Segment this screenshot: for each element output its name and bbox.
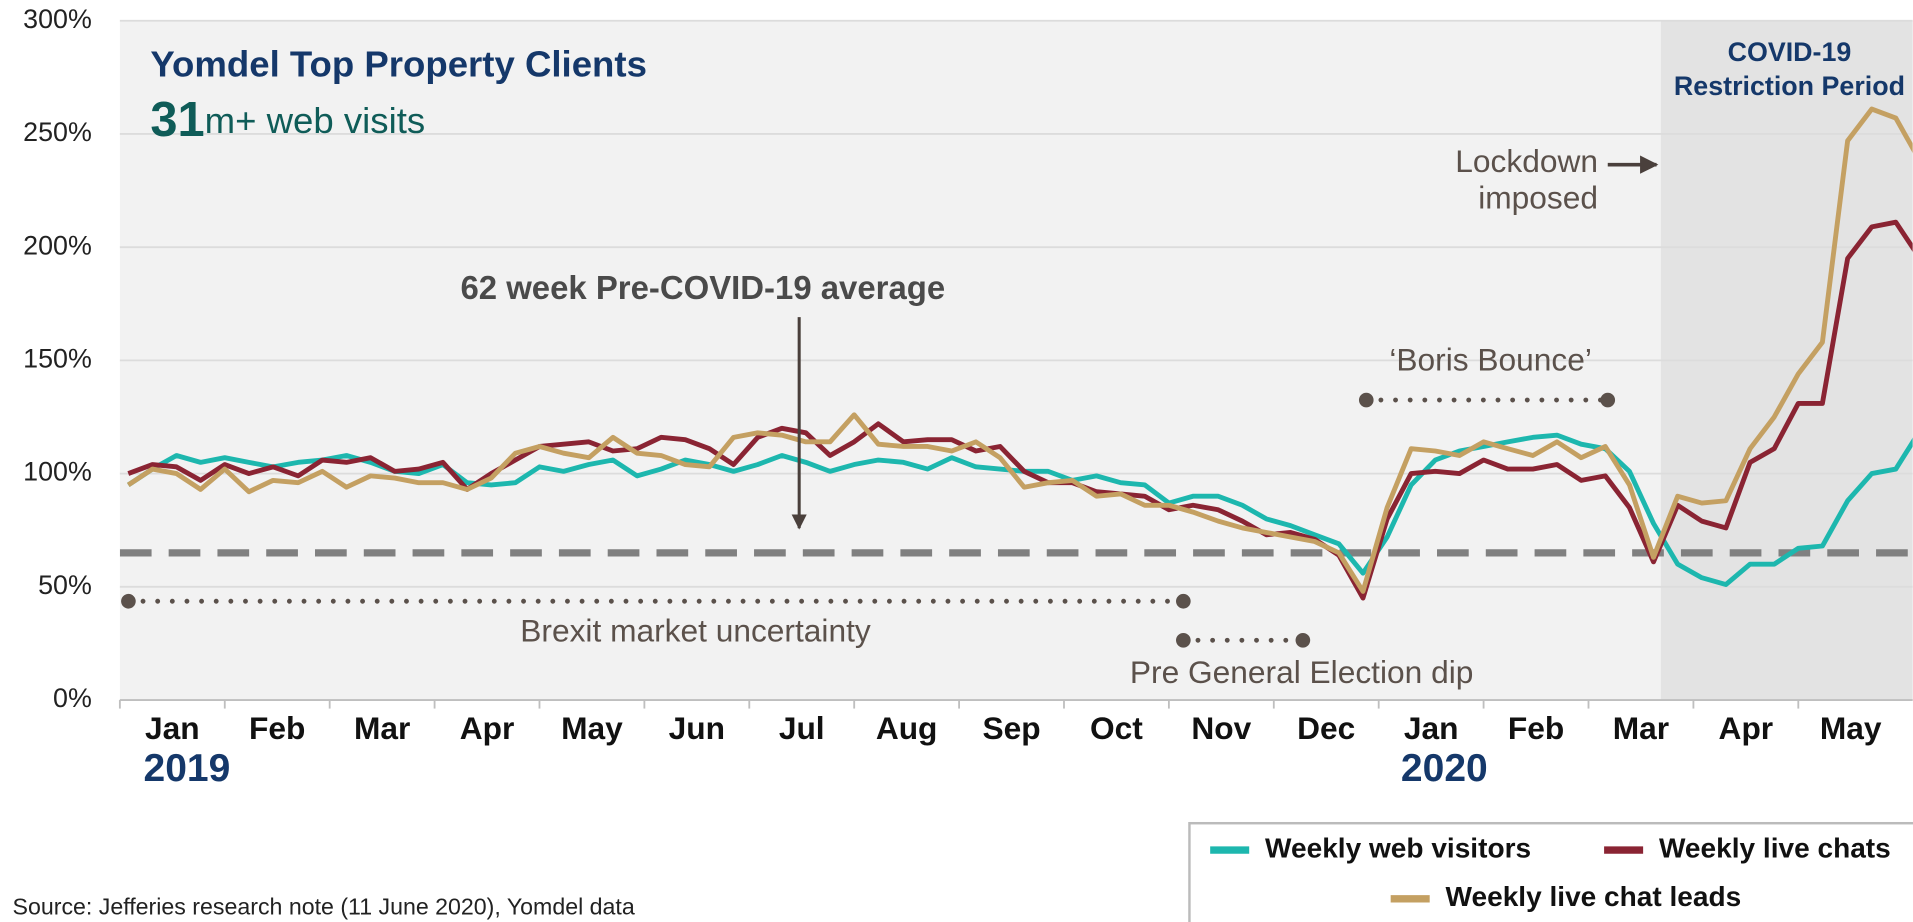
legend-label: Weekly live chat leads <box>1446 881 1742 912</box>
series-line <box>127 219 1913 601</box>
x-tick-label: Jul <box>779 710 825 746</box>
legend-label: Weekly web visitors <box>1265 832 1531 863</box>
x-tick-label: Aug <box>876 710 938 746</box>
y-tick-label: 150% <box>23 343 92 373</box>
x-tick-label: Apr <box>460 710 515 746</box>
subtitle-number: 31 <box>150 93 204 147</box>
dot-end <box>1295 632 1311 648</box>
x-tick-label: May <box>561 710 623 746</box>
election-label: Pre General Election dip <box>1130 654 1473 690</box>
x-tick-label: Feb <box>249 710 305 746</box>
subtitle-text: m+ web visits <box>205 100 426 141</box>
x-tick-label: Sep <box>982 710 1040 746</box>
x-tick-label: Oct <box>1090 710 1143 746</box>
year-label: 2019 <box>144 747 231 790</box>
covid-label: Restriction Period <box>1674 71 1905 101</box>
dot-end <box>1176 632 1191 648</box>
average-label: 62 week Pre-COVID-19 average <box>460 269 945 306</box>
legend-box <box>1188 821 1913 922</box>
x-tick-label: Jan <box>145 710 200 746</box>
subtitle: 31m+ web visits <box>150 93 425 147</box>
x-tick-label: May <box>1820 710 1882 746</box>
boris-label: ‘Boris Bounce’ <box>1389 342 1592 378</box>
y-tick-label: 0% <box>53 683 92 713</box>
dot-end <box>1358 392 1374 408</box>
lockdown-label: Lockdown <box>1455 143 1598 179</box>
y-tick-label: 300% <box>23 4 92 34</box>
x-tick-label: Mar <box>1613 710 1669 746</box>
source-note: Source: Jefferies research note (11 June… <box>13 894 635 920</box>
year-label: 2020 <box>1401 747 1488 790</box>
chart-title: Yomdel Top Property Clients <box>150 44 647 85</box>
x-tick-label: Jun <box>669 710 725 746</box>
series-line <box>126 106 1913 594</box>
x-tick-label: Dec <box>1297 710 1355 746</box>
brexit-label: Brexit market uncertainty <box>520 612 871 648</box>
lockdown-label: imposed <box>1478 179 1598 215</box>
legend-label: Weekly live chats <box>1659 832 1891 863</box>
dot-end <box>1600 392 1616 408</box>
dot-end <box>121 593 136 609</box>
y-tick-label: 200% <box>23 230 92 260</box>
x-tick-label: Mar <box>354 710 410 746</box>
covid-label: COVID-19 <box>1728 37 1852 67</box>
y-tick-label: 250% <box>23 117 92 147</box>
x-tick-label: Nov <box>1191 710 1251 746</box>
dot-end <box>1176 593 1191 609</box>
x-tick-label: Feb <box>1508 710 1564 746</box>
x-tick-label: Jan <box>1404 710 1459 746</box>
y-tick-label: 100% <box>23 457 92 487</box>
y-tick-label: 50% <box>38 570 92 600</box>
x-tick-label: Apr <box>1719 710 1774 746</box>
